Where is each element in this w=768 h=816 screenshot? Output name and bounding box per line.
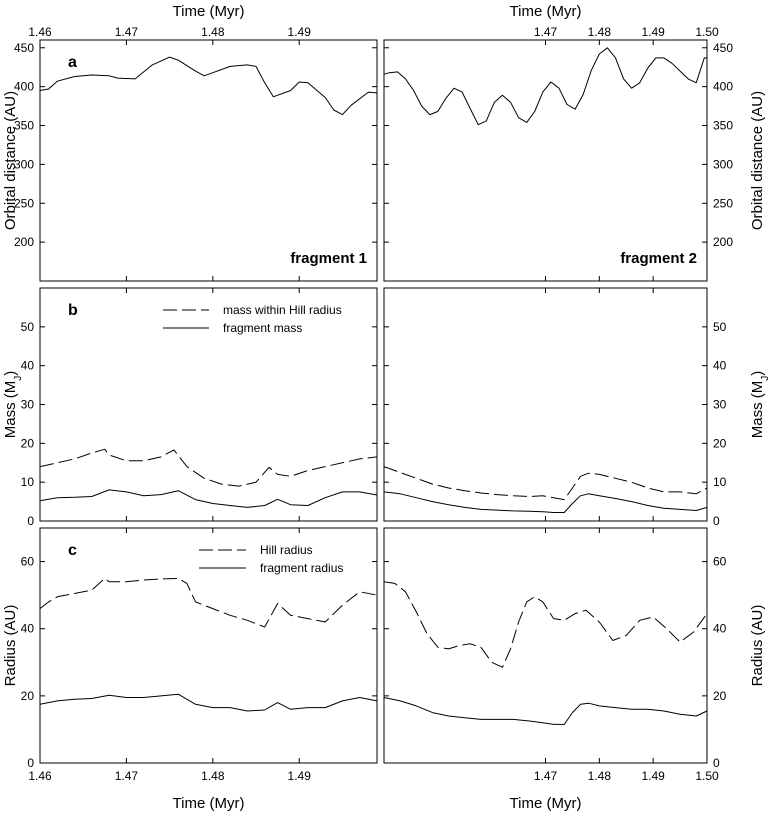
panel-letter: b	[68, 302, 78, 319]
y-tick-label: 10	[713, 475, 727, 489]
y-tick-label: 50	[713, 320, 727, 334]
solid-series-line	[39, 693, 378, 712]
bottom-x-tick-label: 1.47	[115, 769, 139, 783]
y-axis-label-end: )	[749, 371, 766, 376]
top-x-tick-label: 1.48	[201, 25, 225, 39]
y-tick-label: 40	[21, 622, 35, 636]
y-tick-label: 400	[713, 80, 733, 94]
legend-label: fragment mass	[223, 321, 302, 335]
bottom-x-tick-label: 1.48	[588, 769, 612, 783]
y-tick-label: 60	[21, 555, 35, 569]
y-axis-label-end: )	[2, 371, 19, 376]
solid-series-line	[383, 47, 707, 126]
y-tick-label: 0	[27, 756, 34, 770]
bottom-x-tick-label: 1.49	[288, 769, 312, 783]
fragment-label: fragment 1	[290, 250, 367, 267]
y-tick-label: 0	[713, 756, 720, 770]
top-x-tick-label: 1.47	[534, 25, 558, 39]
y-tick-label: 0	[713, 514, 720, 528]
y-tick-label: 200	[14, 235, 34, 249]
top-x-tick-label: 1.49	[288, 25, 312, 39]
y-tick-label: 250	[14, 196, 34, 210]
solid-series-line	[383, 491, 708, 513]
y-tick-label: 350	[14, 119, 34, 133]
bottom-x-axis-label: Time (Myr)	[173, 795, 245, 812]
y-tick-label: 40	[713, 359, 727, 373]
top-x-tick-label: 1.49	[641, 25, 665, 39]
dashed-series-line	[383, 466, 708, 501]
panel-frame	[39, 39, 378, 282]
y-axis-label-right: Orbital distance (AU)	[749, 91, 766, 230]
legend-label: fragment radius	[260, 561, 343, 575]
panel-frame	[39, 287, 378, 522]
top-x-tick-label: 1.46	[28, 25, 52, 39]
y-tick-label: 350	[713, 119, 733, 133]
y-tick-label: 40	[21, 359, 35, 373]
legend-label: mass within Hill radius	[223, 303, 342, 317]
y-axis-label-subscript: J	[760, 376, 768, 381]
top-x-tick-label: 1.48	[588, 25, 612, 39]
panel-frame	[383, 39, 708, 282]
bottom-x-tick-label: 1.48	[201, 769, 225, 783]
y-tick-label: 30	[713, 398, 727, 412]
y-tick-label: 400	[14, 80, 34, 94]
y-axis-label-right: Radius (AU)	[749, 605, 766, 687]
solid-series-line	[39, 56, 378, 116]
panel-letter: c	[68, 542, 77, 559]
dashed-series-line	[39, 448, 378, 487]
y-tick-label: 300	[14, 157, 34, 171]
y-tick-label: 200	[713, 235, 733, 249]
y-tick-label: 20	[21, 436, 35, 450]
dashed-series-line	[39, 577, 378, 628]
y-tick-label: 40	[713, 622, 727, 636]
y-tick-label: 20	[713, 436, 727, 450]
solid-series-line	[39, 489, 378, 508]
legend-label: Hill radius	[260, 543, 313, 557]
solid-series-line	[383, 697, 708, 725]
bottom-x-tick-label: 1.50	[695, 769, 719, 783]
panel-letter: a	[68, 54, 77, 71]
y-axis-label-left: Mass (MJ)	[2, 371, 24, 439]
y-tick-label: 0	[27, 514, 34, 528]
y-tick-label: 450	[14, 41, 34, 55]
panel-frame	[383, 527, 708, 764]
panel-frame	[39, 527, 378, 764]
top-x-tick-label: 1.50	[695, 25, 719, 39]
panel-frame	[383, 287, 708, 522]
top-x-axis-label: Time (Myr)	[173, 3, 245, 20]
top-x-axis-label: Time (Myr)	[510, 3, 582, 20]
y-tick-label: 20	[21, 689, 35, 703]
top-x-tick-label: 1.47	[115, 25, 139, 39]
bottom-x-axis-label: Time (Myr)	[510, 795, 582, 812]
bottom-x-tick-label: 1.49	[641, 769, 665, 783]
y-axis-label-left: Orbital distance (AU)	[2, 91, 19, 230]
bottom-x-tick-label: 1.46	[28, 769, 52, 783]
y-axis-label-subscript: J	[13, 376, 24, 381]
dashed-series-line	[383, 581, 708, 668]
y-axis-label-left: Radius (AU)	[2, 605, 19, 687]
y-tick-label: 10	[21, 475, 35, 489]
y-tick-label: 60	[713, 555, 727, 569]
y-tick-label: 450	[713, 41, 733, 55]
y-tick-label: 50	[21, 320, 35, 334]
y-tick-label: 300	[713, 157, 733, 171]
y-tick-label: 30	[21, 398, 35, 412]
y-axis-label-right: Mass (MJ)	[749, 371, 768, 439]
bottom-x-tick-label: 1.47	[534, 769, 558, 783]
y-tick-label: 250	[713, 196, 733, 210]
y-tick-label: 20	[713, 689, 727, 703]
fragment-label: fragment 2	[620, 250, 697, 267]
